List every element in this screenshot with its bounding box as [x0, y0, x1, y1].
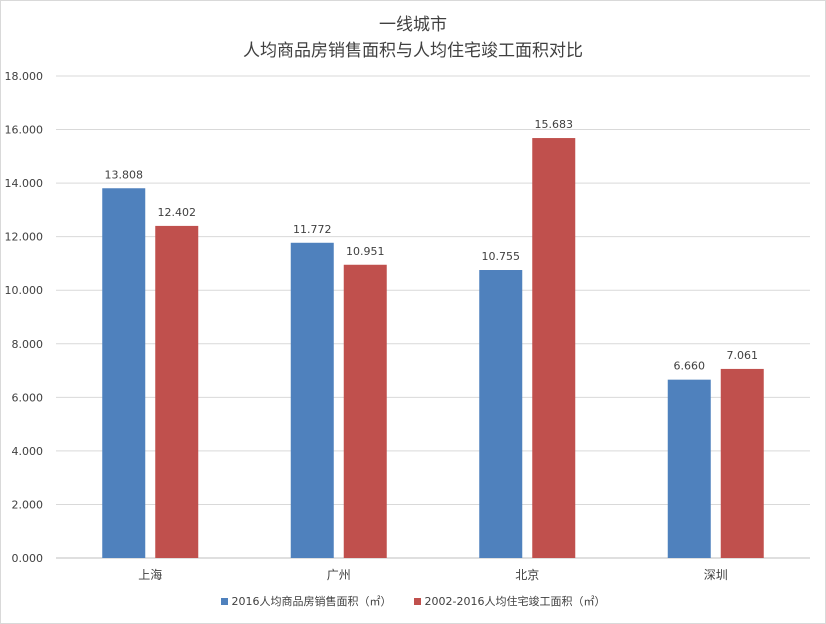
legend-item-completion: 2002-2016人均住宅竣工面积（㎡）	[413, 593, 606, 609]
data-label: 12.402	[158, 206, 197, 219]
data-label: 10.951	[346, 245, 385, 258]
chart-title-line1: 一线城市	[379, 15, 447, 35]
bar-sales	[290, 242, 334, 558]
bar-completion	[155, 225, 199, 559]
data-label: 11.772	[293, 223, 332, 236]
data-label: 7.061	[727, 349, 759, 362]
y-tick-label: 14.000	[5, 177, 44, 190]
x-tick-label: 上海	[138, 567, 162, 582]
y-tick-label: 12.000	[5, 231, 44, 244]
bar-completion	[720, 368, 764, 558]
bar-sales	[667, 379, 711, 558]
legend-swatch-sales	[220, 597, 228, 605]
y-tick-label: 8.000	[12, 338, 44, 351]
legend-swatch-completion	[413, 597, 421, 605]
x-tick-label: 深圳	[704, 568, 728, 582]
y-tick-label: 4.000	[12, 445, 44, 458]
y-tick-label: 2.000	[12, 498, 44, 511]
data-label: 13.808	[105, 168, 144, 181]
bar-completion	[532, 138, 576, 558]
y-tick-label: 16.000	[5, 124, 44, 137]
bar-sales	[102, 188, 146, 558]
legend-item-sales: 2016人均商品房销售面积（㎡）	[220, 593, 392, 609]
data-label: 15.683	[535, 118, 574, 131]
legend-label-sales: 2016人均商品房销售面积（㎡）	[231, 595, 392, 608]
y-tick-label: 6.000	[12, 391, 44, 404]
chart-title-line2: 人均商品房销售面积与人均住宅竣工面积对比	[243, 41, 583, 61]
bar-completion	[343, 264, 387, 558]
data-label: 6.660	[674, 360, 706, 373]
data-label: 10.755	[482, 250, 521, 263]
y-tick-label: 10.000	[5, 284, 44, 297]
x-tick-label: 北京	[515, 568, 539, 582]
y-tick-label: 0.000	[12, 552, 44, 565]
legend-label-completion: 2002-2016人均住宅竣工面积（㎡）	[424, 595, 606, 608]
bar-sales	[479, 270, 523, 558]
y-tick-label: 18.000	[5, 70, 44, 83]
x-tick-label: 广州	[327, 568, 351, 582]
legend: 2016人均商品房销售面积（㎡） 2002-2016人均住宅竣工面积（㎡）	[0, 593, 826, 609]
